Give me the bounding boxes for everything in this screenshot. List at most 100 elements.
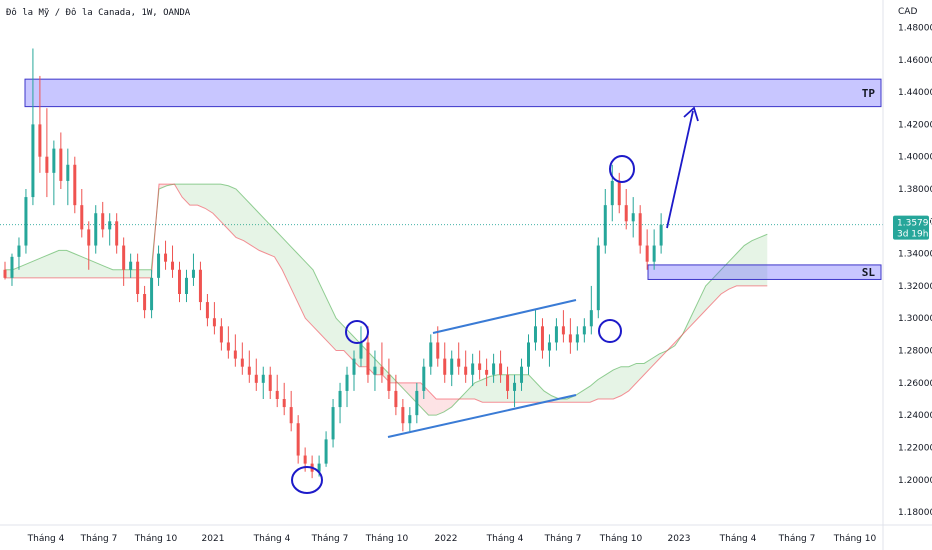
- candle[interactable]: [331, 399, 335, 448]
- candle[interactable]: [401, 399, 405, 432]
- candle[interactable]: [485, 358, 489, 387]
- candle[interactable]: [492, 353, 496, 383]
- candle[interactable]: [436, 326, 440, 367]
- candle[interactable]: [115, 213, 119, 254]
- candle[interactable]: [212, 302, 216, 335]
- candle[interactable]: [373, 350, 377, 391]
- candle[interactable]: [554, 318, 558, 351]
- candle[interactable]: [80, 189, 84, 238]
- candle[interactable]: [596, 237, 600, 319]
- candle[interactable]: [122, 237, 126, 286]
- candle[interactable]: [296, 415, 300, 464]
- target-arrow-line[interactable]: [666, 110, 694, 229]
- candle[interactable]: [226, 326, 230, 359]
- candle[interactable]: [359, 326, 363, 367]
- candle[interactable]: [198, 261, 202, 311]
- candle[interactable]: [345, 366, 349, 408]
- candle[interactable]: [380, 342, 384, 383]
- candle[interactable]: [645, 229, 649, 270]
- candle[interactable]: [59, 132, 63, 189]
- candle[interactable]: [233, 334, 237, 367]
- highlight-ellipse[interactable]: [598, 319, 622, 343]
- candle[interactable]: [638, 205, 642, 254]
- candle[interactable]: [457, 342, 461, 375]
- candle[interactable]: [31, 48, 35, 206]
- candle[interactable]: [324, 431, 328, 467]
- candle[interactable]: [513, 374, 517, 408]
- candle[interactable]: [184, 269, 188, 303]
- candle[interactable]: [52, 140, 56, 206]
- candle[interactable]: [87, 221, 91, 270]
- candle[interactable]: [429, 334, 433, 375]
- sl-zone[interactable]: [647, 264, 882, 280]
- candle[interactable]: [520, 358, 524, 391]
- highlight-ellipse[interactable]: [291, 466, 323, 494]
- channel-lower-line[interactable]: [387, 394, 577, 438]
- candle[interactable]: [533, 310, 537, 351]
- candle[interactable]: [108, 213, 112, 246]
- candle[interactable]: [415, 382, 419, 424]
- candle[interactable]: [631, 197, 635, 238]
- candle[interactable]: [547, 334, 551, 367]
- candle[interactable]: [157, 245, 161, 286]
- candle[interactable]: [164, 240, 168, 270]
- candle[interactable]: [568, 318, 572, 354]
- candle[interactable]: [471, 353, 475, 387]
- candle[interactable]: [282, 382, 286, 416]
- candle[interactable]: [338, 382, 342, 424]
- candle[interactable]: [191, 253, 195, 286]
- candle[interactable]: [624, 189, 628, 230]
- candle[interactable]: [205, 294, 209, 327]
- candle[interactable]: [45, 108, 49, 198]
- tp-zone[interactable]: [24, 78, 882, 108]
- candle[interactable]: [450, 350, 454, 387]
- candle[interactable]: [94, 205, 98, 254]
- candle[interactable]: [352, 350, 356, 391]
- candle[interactable]: [387, 358, 391, 399]
- candle[interactable]: [129, 253, 133, 278]
- candle[interactable]: [240, 342, 244, 375]
- candle[interactable]: [143, 285, 147, 319]
- candle[interactable]: [478, 350, 482, 380]
- candle[interactable]: [150, 269, 154, 319]
- candle[interactable]: [275, 374, 279, 408]
- candle[interactable]: [464, 350, 468, 383]
- candle[interactable]: [66, 148, 70, 206]
- candle[interactable]: [527, 334, 530, 375]
- candle[interactable]: [499, 350, 503, 383]
- channel-upper-line[interactable]: [432, 299, 577, 334]
- candle[interactable]: [289, 390, 293, 432]
- candle[interactable]: [219, 318, 223, 351]
- candle[interactable]: [247, 350, 251, 383]
- candle[interactable]: [408, 407, 412, 432]
- candle[interactable]: [171, 245, 175, 278]
- candle[interactable]: [38, 75, 42, 173]
- highlight-ellipse[interactable]: [609, 155, 635, 183]
- candle[interactable]: [394, 374, 398, 416]
- candle[interactable]: [582, 318, 586, 343]
- candle[interactable]: [617, 172, 621, 214]
- candle[interactable]: [603, 189, 607, 254]
- candle[interactable]: [268, 366, 272, 399]
- candle[interactable]: [659, 213, 663, 254]
- candle[interactable]: [589, 285, 593, 335]
- candle[interactable]: [261, 366, 265, 399]
- candle[interactable]: [610, 164, 614, 222]
- candle[interactable]: [101, 201, 105, 238]
- candle[interactable]: [10, 253, 14, 286]
- candle[interactable]: [3, 261, 7, 280]
- candle[interactable]: [422, 358, 426, 399]
- candle[interactable]: [178, 261, 181, 303]
- candle[interactable]: [575, 326, 579, 351]
- candle[interactable]: [254, 358, 258, 391]
- candle[interactable]: [652, 229, 656, 270]
- candle[interactable]: [24, 189, 28, 254]
- candle[interactable]: [136, 253, 140, 303]
- highlight-ellipse[interactable]: [345, 320, 369, 344]
- candle[interactable]: [540, 318, 544, 359]
- candle[interactable]: [443, 342, 447, 383]
- candle[interactable]: [561, 310, 565, 343]
- candle[interactable]: [17, 237, 21, 270]
- candle[interactable]: [73, 156, 77, 214]
